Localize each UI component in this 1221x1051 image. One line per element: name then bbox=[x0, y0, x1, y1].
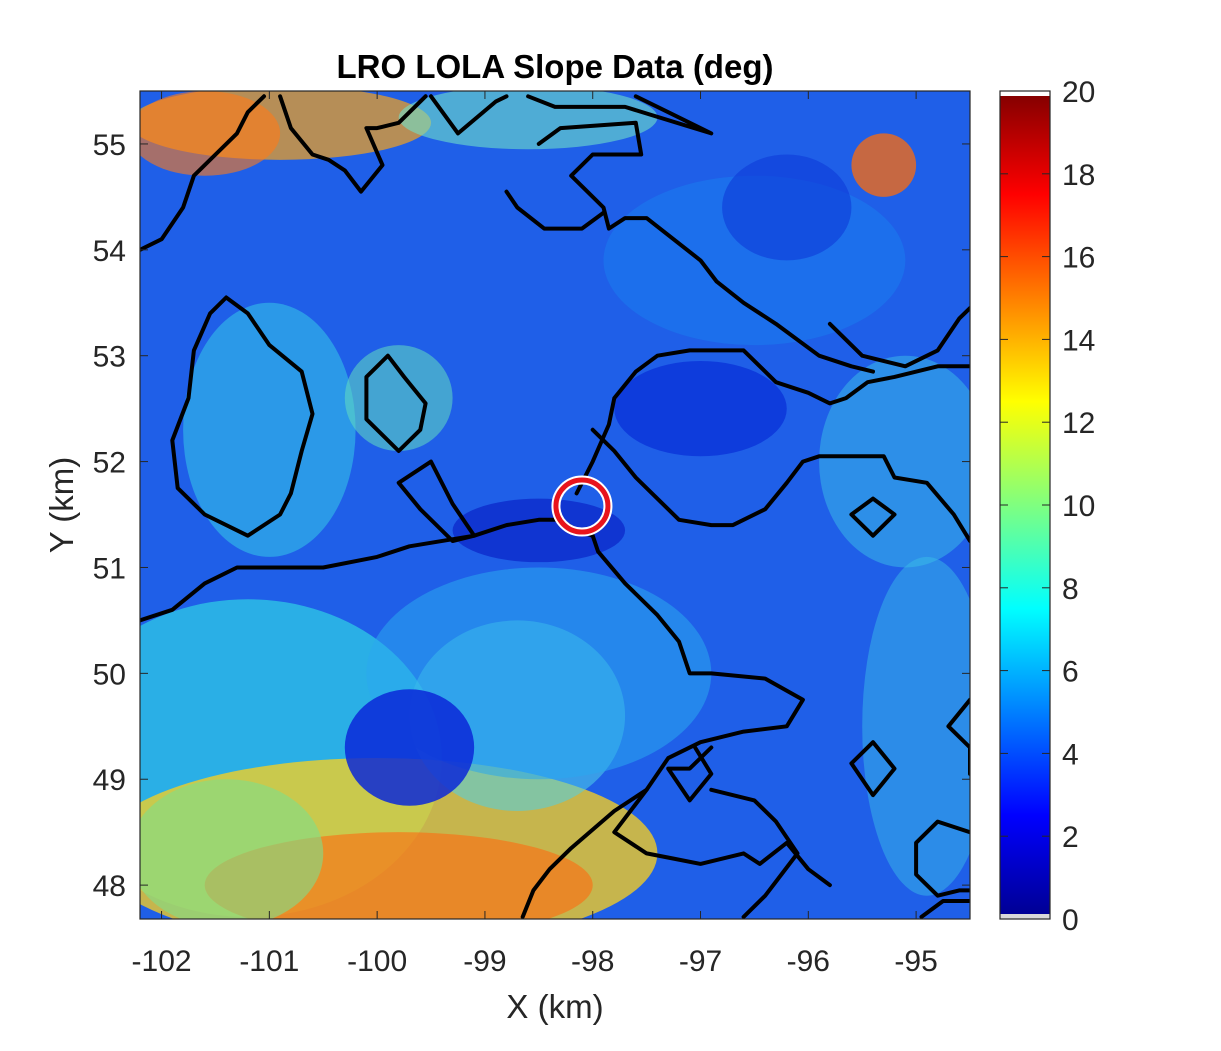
contour-line-12 bbox=[590, 427, 970, 543]
slope-region-11 bbox=[862, 556, 970, 896]
marker-layer bbox=[551, 475, 613, 537]
slope-region-8 bbox=[183, 302, 356, 557]
contour-line-4 bbox=[536, 120, 875, 374]
colorbar-ticks: 0 2 4 6 8 10 12 14 16 18 20 bbox=[1000, 76, 1095, 937]
contour-line-0 bbox=[140, 94, 266, 252]
slope-region-16 bbox=[452, 498, 626, 563]
contour-line-19 bbox=[709, 787, 800, 919]
y-tick-label: 49 bbox=[93, 764, 126, 797]
x-tick-label: -97 bbox=[679, 945, 722, 978]
colorbar-tick-label: 18 bbox=[1062, 159, 1095, 192]
contour-line-5 bbox=[504, 189, 606, 231]
plot-area bbox=[139, 90, 971, 920]
contour-line-15 bbox=[849, 740, 897, 798]
x-tick-label: -102 bbox=[132, 945, 192, 978]
x-axis-label: X (km) bbox=[506, 988, 603, 1025]
colorbar-overflow bbox=[1000, 91, 1050, 96]
slope-region-9 bbox=[344, 345, 453, 452]
y-axis-label: Y (km) bbox=[43, 457, 80, 554]
x-tick-label: -96 bbox=[787, 945, 830, 978]
contour-line-1 bbox=[278, 94, 428, 194]
contour-line-3 bbox=[526, 94, 714, 136]
x-tick-label: -100 bbox=[347, 945, 407, 978]
contour-line-17 bbox=[914, 819, 970, 898]
colorbar-tick-label: 2 bbox=[1062, 821, 1079, 854]
colorbar: 0 2 4 6 8 10 12 14 16 18 20 bbox=[999, 76, 1095, 937]
contour-line-8 bbox=[364, 353, 428, 453]
slope-region-10 bbox=[819, 355, 970, 568]
colorbar-tick-label: 10 bbox=[1062, 490, 1095, 523]
y-tick-label: 53 bbox=[93, 341, 126, 374]
y-tick-label: 50 bbox=[93, 658, 126, 691]
colorbar-tick-label: 0 bbox=[1062, 904, 1079, 937]
contour-line-16 bbox=[946, 697, 970, 776]
contour-line-20 bbox=[919, 899, 970, 919]
contour-line-11 bbox=[574, 348, 970, 496]
site-marker-circle bbox=[553, 477, 611, 535]
heatmap-regions bbox=[140, 91, 970, 919]
y-tick-label: 51 bbox=[93, 552, 126, 585]
colorbar-tick-label: 16 bbox=[1062, 242, 1095, 275]
y-axis: 48 49 50 51 52 53 54 55 bbox=[93, 129, 970, 903]
x-axis: -102 -101 -100 -99 -98 -97 -96 -95 bbox=[132, 91, 938, 978]
colorbar-tick-label: 6 bbox=[1062, 656, 1079, 689]
y-tick-label: 55 bbox=[93, 129, 126, 162]
chart-title: LRO LOLA Slope Data (deg) bbox=[337, 48, 774, 85]
y-tick-label: 48 bbox=[93, 870, 126, 903]
y-tick-label: 54 bbox=[93, 235, 126, 268]
slope-region-15 bbox=[614, 361, 787, 457]
colorbar-tick-label: 14 bbox=[1062, 324, 1095, 357]
x-tick-label: -99 bbox=[463, 945, 506, 978]
contour-line-13 bbox=[849, 496, 897, 538]
slope-region-14 bbox=[344, 689, 475, 806]
contour-lines bbox=[140, 94, 970, 919]
x-tick-label: -101 bbox=[239, 945, 299, 978]
contour-line-14 bbox=[666, 745, 714, 803]
colorbar-gradient bbox=[1000, 91, 1050, 919]
x-tick-label: -98 bbox=[571, 945, 614, 978]
slope-region-6 bbox=[140, 91, 281, 176]
colorbar-tick-label: 4 bbox=[1062, 738, 1079, 771]
colorbar-underflow bbox=[1000, 914, 1050, 919]
x-tick-label: -95 bbox=[894, 945, 937, 978]
colorbar-tick-label: 8 bbox=[1062, 573, 1079, 606]
y-tick-label: 52 bbox=[93, 447, 126, 480]
contour-line-6 bbox=[827, 306, 970, 369]
contour-line-7 bbox=[170, 295, 315, 538]
colorbar-tick-label: 20 bbox=[1062, 76, 1095, 109]
slope-region-3 bbox=[140, 779, 324, 919]
slope-region-17 bbox=[851, 133, 917, 197]
plot-frame bbox=[139, 90, 971, 920]
contour-line-2 bbox=[429, 94, 509, 136]
slope-region-18 bbox=[722, 154, 852, 261]
colorbar-tick-label: 12 bbox=[1062, 407, 1095, 440]
